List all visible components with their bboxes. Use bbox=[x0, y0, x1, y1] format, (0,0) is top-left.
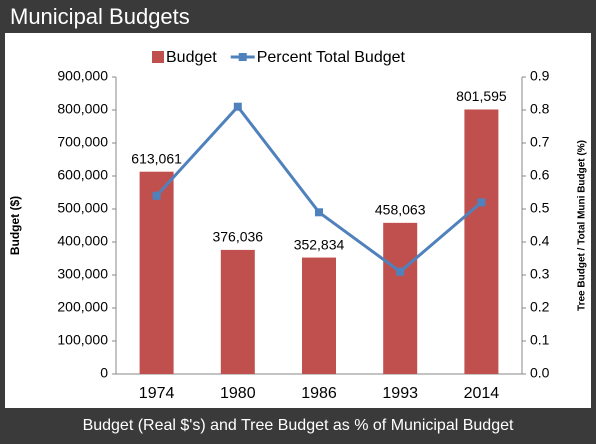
x-tick-label: 1974 bbox=[139, 385, 175, 402]
y-tick-label: 200,000 bbox=[57, 299, 108, 315]
data-label: 801,595 bbox=[456, 88, 507, 104]
y-tick-label: 600,000 bbox=[57, 167, 108, 183]
bar bbox=[464, 109, 499, 375]
legend-label: Budget bbox=[166, 49, 217, 66]
legend-swatch bbox=[238, 53, 247, 61]
y-tick-label: 500,000 bbox=[57, 200, 108, 216]
bar bbox=[302, 257, 336, 374]
y2-axis-label: Tree Budget / Total Muni Budget (%) bbox=[577, 140, 588, 311]
y-tick-label: 900,000 bbox=[57, 68, 108, 84]
data-label: 376,036 bbox=[212, 229, 263, 245]
y2-tick-label: 0.9 bbox=[530, 68, 550, 84]
y-tick-label: 0 bbox=[100, 365, 108, 381]
y-tick-label: 400,000 bbox=[57, 233, 108, 249]
legend-swatch bbox=[152, 51, 164, 63]
x-tick-label: 1993 bbox=[382, 385, 418, 402]
bar bbox=[220, 249, 255, 374]
x-tick-label: 2014 bbox=[464, 385, 500, 402]
y2-tick-label: 0.7 bbox=[530, 134, 550, 150]
marker bbox=[315, 208, 323, 217]
y-tick-label: 100,000 bbox=[57, 332, 108, 348]
y-tick-label: 700,000 bbox=[57, 134, 108, 150]
y2-tick-label: 0.6 bbox=[530, 167, 550, 183]
slide-title: Municipal Budgets bbox=[0, 0, 596, 33]
marker bbox=[396, 267, 405, 276]
bar bbox=[139, 171, 174, 374]
caption: Budget (Real $'s) and Tree Budget as % o… bbox=[0, 408, 596, 444]
marker bbox=[477, 198, 486, 207]
y-tick-label: 800,000 bbox=[57, 101, 108, 117]
y2-tick-label: 0.1 bbox=[530, 332, 550, 348]
y2-tick-label: 0.8 bbox=[530, 101, 550, 117]
data-label: 352,834 bbox=[294, 236, 345, 252]
data-label: 458,063 bbox=[375, 202, 426, 218]
data-label: 613,061 bbox=[131, 150, 182, 166]
y-tick-label: 300,000 bbox=[57, 266, 108, 282]
y2-tick-label: 0.0 bbox=[530, 365, 550, 381]
x-tick-label: 1986 bbox=[301, 385, 337, 402]
y2-tick-label: 0.3 bbox=[530, 266, 550, 282]
y-axis-label: Budget ($) bbox=[8, 196, 22, 255]
y2-tick-label: 0.2 bbox=[530, 299, 550, 315]
y2-tick-label: 0.4 bbox=[530, 233, 550, 249]
marker bbox=[152, 191, 161, 200]
bar bbox=[383, 222, 418, 374]
y2-tick-label: 0.5 bbox=[530, 200, 550, 216]
legend-label: Percent Total Budget bbox=[257, 49, 406, 66]
x-tick-label: 1980 bbox=[220, 385, 256, 402]
marker bbox=[233, 102, 242, 111]
frame bbox=[0, 33, 596, 408]
